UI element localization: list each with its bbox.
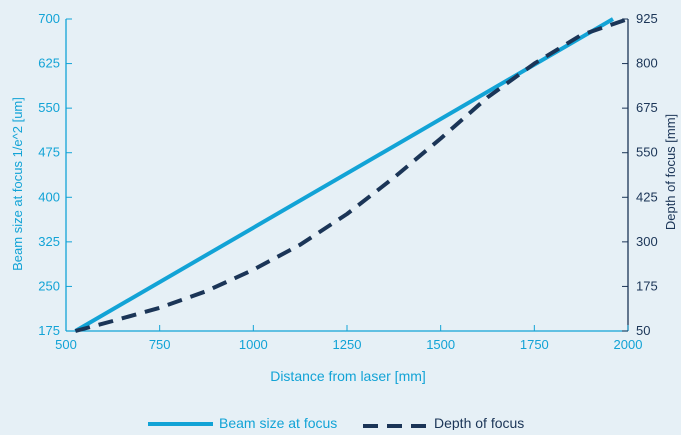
beam-size-line [74,17,615,333]
x-tick-label: 1500 [426,337,455,352]
series-layer [74,17,629,333]
y2-tick-label: 550 [636,145,658,160]
legend-beam-label: Beam size at focus [219,415,337,430]
legend: Beam size at focus Depth of focus [148,415,524,431]
axes: 500 750 1000 1250 1500 1750 2000 175 250 325 400 47… [38,11,657,352]
y2-tick-label: 425 [636,189,658,204]
y2-tick-label: 50 [636,323,650,338]
x-tick-label: 1250 [333,337,362,352]
y-tick-label: 175 [38,323,60,338]
x-tick-label: 1000 [239,337,268,352]
depth-of-focus-line [74,17,629,333]
y-tick-label: 550 [38,100,60,115]
y2-tick-label: 175 [636,278,658,293]
y2-tick-label: 800 [636,56,658,71]
y-axis-label: Beam size at focus 1/e^2 [um] [10,97,25,271]
y-tick-label: 250 [38,278,60,293]
y2-tick-label: 300 [636,234,658,249]
x-tick-label: 1750 [520,337,549,352]
legend-depth-label: Depth of focus [434,415,524,430]
y2-axis-label: Depth of focus [mm] [663,114,678,230]
y-tick-label: 400 [38,189,60,204]
y-tick-label: 625 [38,56,60,71]
x-axis-label: Distance from laser [mm] [270,368,426,384]
x-tick-label: 2000 [614,337,643,352]
x-tick-label: 500 [55,337,77,352]
y-tick-label: 700 [38,11,60,26]
y-tick-label: 325 [38,234,60,249]
x-tick-label: 750 [149,337,171,352]
y2-tick-label: 925 [636,11,658,26]
y-tick-label: 475 [38,145,60,160]
y2-tick-label: 675 [636,100,658,115]
